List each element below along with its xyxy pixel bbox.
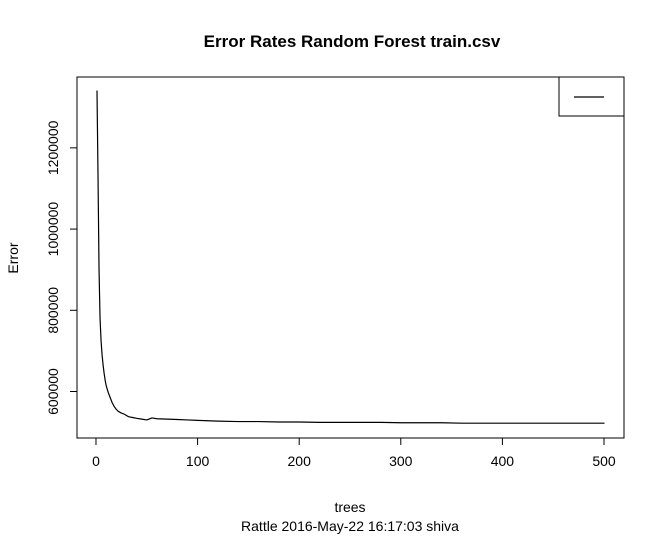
- legend: [558, 76, 625, 117]
- x-axis-label: trees: [334, 499, 365, 515]
- plot-area: [96, 90, 605, 424]
- x-tick-label: 100: [186, 453, 210, 469]
- y-tick-label: 1200000: [45, 120, 61, 175]
- x-axis: 0 100 200 300 400 500: [92, 437, 616, 469]
- x-tick-label: 200: [288, 453, 312, 469]
- y-tick-label: 800000: [45, 287, 61, 334]
- x-tick-label: 0: [92, 453, 100, 469]
- x-tick-label: 400: [491, 453, 515, 469]
- chart-subtitle: Rattle 2016-May-22 16:17:03 shiva: [241, 518, 459, 534]
- x-tick-label: 500: [592, 453, 616, 469]
- series-line: [96, 90, 605, 424]
- y-axis-label: Error: [5, 242, 21, 273]
- x-tick-label: 300: [389, 453, 413, 469]
- y-tick-label: 600000: [45, 368, 61, 415]
- plot-frame: [76, 76, 625, 439]
- chart-title: Error Rates Random Forest train.csv: [204, 32, 501, 51]
- y-tick-label: 1000000: [45, 202, 61, 257]
- y-axis: 600000 800000 1000000 1200000: [45, 120, 78, 415]
